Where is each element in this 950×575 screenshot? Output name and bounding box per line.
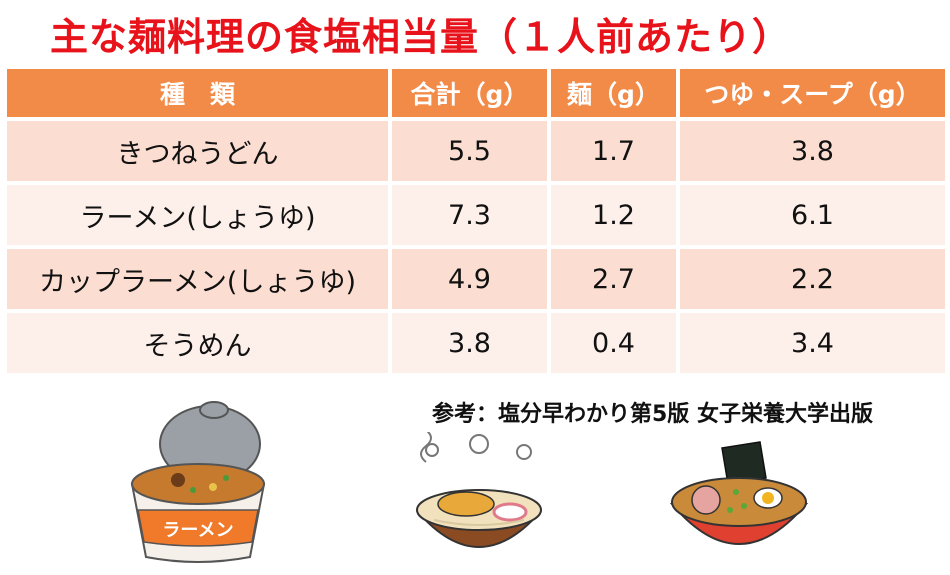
cup-label: ラーメン: [162, 520, 233, 541]
cell-soup: 3.4: [680, 313, 945, 373]
cell-name: そうめん: [7, 313, 392, 373]
reference-note: 参考：塩分早わかり第5版 女子栄養大学出版: [432, 402, 873, 427]
cell-total: 5.5: [392, 121, 551, 181]
cell-soup: 6.1: [680, 185, 945, 245]
cell-name: カップラーメン(しょうゆ): [7, 249, 392, 309]
table-row: きつねうどん 5.5 1.7 3.8: [7, 121, 945, 181]
cell-soup: 3.8: [680, 121, 945, 181]
salt-table: 種 類 合計（g） 麺（g） つゆ・スープ（g） きつねうどん 5.5 1.7 …: [7, 65, 945, 377]
table-row: そうめん 3.8 0.4 3.4: [7, 313, 945, 373]
cell-noodle: 2.7: [551, 249, 680, 309]
cup-noodle-illustration: ラーメン: [130, 401, 266, 563]
table-row: ラーメン(しょうゆ) 7.3 1.2 6.1: [7, 185, 945, 245]
cell-name: きつねうどん: [7, 121, 392, 181]
cell-total: 4.9: [392, 249, 551, 309]
cell-name: ラーメン(しょうゆ): [7, 185, 392, 245]
header-type: 種 類: [7, 69, 392, 117]
cell-total: 7.3: [392, 185, 551, 245]
cell-noodle: 1.2: [551, 185, 680, 245]
table-row: カップラーメン(しょうゆ) 4.9 2.7 2.2: [7, 249, 945, 309]
table-header-row: 種 類 合計（g） 麺（g） つゆ・スープ（g）: [7, 69, 945, 117]
cell-noodle: 0.4: [551, 313, 680, 373]
udon-bowl-illustration: [415, 432, 543, 548]
page-title: 主な麺料理の食塩相当量（１人前あたり）: [50, 15, 792, 59]
ramen-bowl-illustration: [669, 441, 809, 555]
header-noodle: 麺（g）: [551, 69, 680, 117]
cell-noodle: 1.7: [551, 121, 680, 181]
cell-total: 3.8: [392, 313, 551, 373]
cell-soup: 2.2: [680, 249, 945, 309]
header-soup: つゆ・スープ（g）: [680, 69, 945, 117]
header-total: 合計（g）: [392, 69, 551, 117]
